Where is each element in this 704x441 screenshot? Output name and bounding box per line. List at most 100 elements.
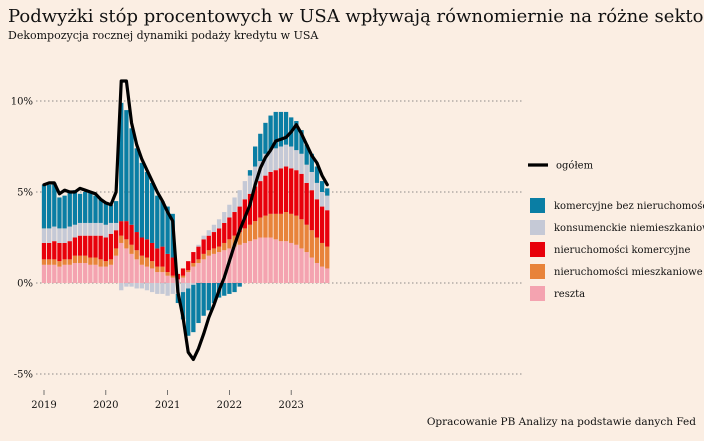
bar-segment — [211, 253, 217, 283]
bar-segment — [77, 193, 83, 223]
bar-segment — [237, 244, 242, 283]
bar-segment — [273, 213, 278, 240]
bar-segment — [77, 262, 83, 283]
bar-segment — [124, 239, 129, 249]
bar-segment — [150, 268, 155, 283]
bar-segment — [139, 255, 144, 265]
bar-segment — [253, 221, 258, 240]
bar-segment — [160, 266, 165, 273]
bar-segment — [155, 248, 160, 267]
bar-segment — [83, 235, 88, 256]
bar-segment — [314, 262, 320, 283]
bar-segment — [186, 288, 191, 336]
bar-segment — [196, 259, 201, 263]
bar-segment — [83, 192, 88, 223]
y-tick-label: -5% — [14, 370, 33, 381]
chart-subtitle: Dekompozycja rocznej dynamiki podaży kre… — [8, 29, 319, 42]
bar-segment — [67, 264, 72, 283]
bar-segment — [52, 226, 57, 242]
bar-segment — [119, 242, 124, 283]
bar-segment — [165, 206, 170, 254]
bar-segment — [304, 224, 309, 253]
legend-swatch — [530, 220, 545, 235]
bar-segment — [242, 242, 247, 283]
bar-segment — [211, 283, 217, 304]
y-tick-label: 0% — [17, 279, 33, 290]
bar-segment — [232, 197, 237, 213]
bar-segment — [52, 182, 57, 227]
x-tick-label: 2020 — [93, 400, 118, 411]
bar-segment — [62, 195, 67, 229]
bar-segment — [325, 195, 330, 211]
bar-segment — [268, 150, 273, 172]
bar-segment — [283, 241, 289, 283]
x-tick-label: 2021 — [155, 400, 180, 411]
bar-segment — [77, 222, 83, 236]
bar-segment — [41, 264, 47, 283]
bar-segment — [314, 182, 320, 200]
x-tick-label: 2019 — [31, 400, 56, 411]
bar-segment — [150, 261, 155, 269]
bar-segment — [258, 217, 263, 238]
bar-segment — [299, 173, 304, 220]
bar-segment — [129, 224, 134, 245]
bar-segment — [319, 192, 325, 207]
bar-segment — [278, 168, 284, 214]
bar-segment — [314, 166, 320, 183]
bar-segment — [237, 206, 242, 233]
bar-segment — [180, 277, 186, 283]
bar-segment — [57, 242, 62, 262]
bar-segment — [222, 222, 227, 243]
bar-segment — [206, 235, 211, 251]
legend-label: nieruchomości mieszkaniowe — [554, 267, 703, 278]
bar-segment — [180, 268, 186, 276]
bar-segment — [247, 241, 253, 283]
bar-segment — [196, 262, 201, 283]
bar-segment — [206, 283, 211, 311]
bar-segment — [253, 146, 258, 167]
bar-segment — [144, 266, 150, 283]
bar-segment — [319, 266, 325, 283]
bar-segment — [232, 246, 237, 283]
legend-label: komercyjne bez nieruchomości — [554, 201, 704, 212]
bar-segment — [196, 283, 201, 324]
bar-segment — [134, 148, 139, 233]
bar-segment — [299, 219, 304, 249]
bar-segment — [103, 261, 108, 267]
bar-segment — [88, 235, 93, 258]
bar-segment — [72, 262, 78, 283]
bar-segment — [47, 228, 52, 243]
bar-segment — [325, 246, 330, 269]
bar-segment — [191, 252, 196, 263]
bar-segment — [216, 228, 222, 247]
bar-segment — [129, 283, 134, 287]
bar-segment — [155, 266, 160, 273]
bar-segment — [57, 228, 62, 243]
bar-segment — [253, 186, 258, 222]
bar-segment — [139, 283, 144, 289]
bar-segment — [263, 122, 268, 154]
bar-segment — [144, 239, 150, 258]
bar-segment — [129, 244, 134, 254]
bar-segment — [83, 222, 88, 236]
bar-segment — [165, 253, 170, 273]
bar-segment — [139, 264, 144, 283]
bar-segment — [72, 237, 78, 256]
bar-segment — [263, 153, 268, 176]
bar-segment — [62, 264, 67, 283]
bar-segment — [237, 232, 242, 245]
bar-segment — [103, 266, 108, 283]
bar-segment — [216, 252, 222, 283]
bar-segment — [294, 150, 299, 171]
bar-segment — [237, 283, 242, 287]
legend-swatch — [530, 242, 545, 257]
bar-segment — [47, 242, 52, 260]
bar-segment — [294, 244, 299, 283]
legend-swatch — [530, 286, 545, 301]
bar-segment — [201, 259, 206, 283]
bar-segment — [289, 242, 294, 283]
bar-segment — [103, 224, 108, 238]
bar-segment — [134, 232, 139, 251]
bar-segment — [304, 182, 309, 225]
bar-segment — [263, 175, 268, 216]
